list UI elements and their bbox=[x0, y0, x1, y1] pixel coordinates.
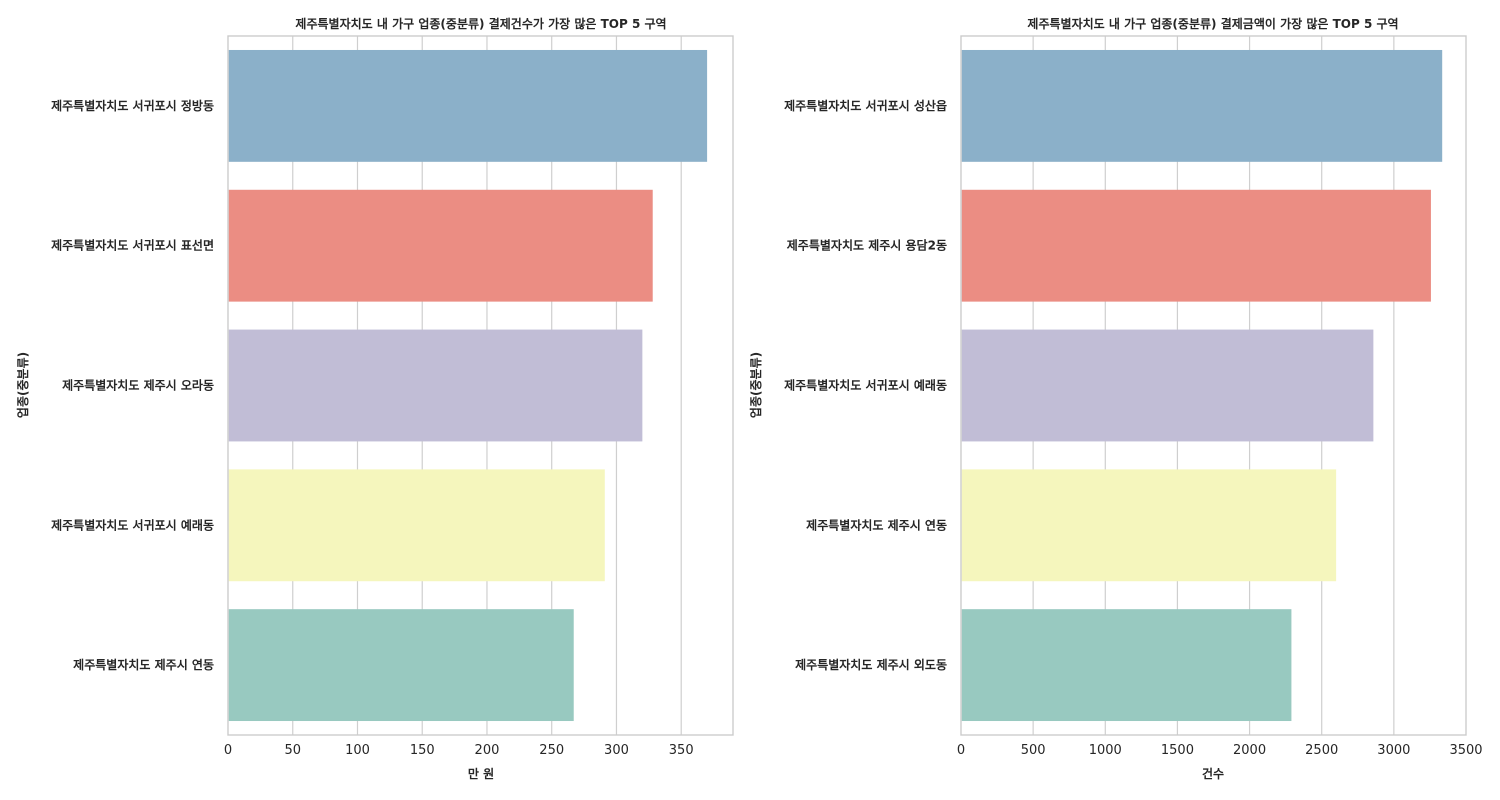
right-bar bbox=[961, 329, 1374, 442]
right-x-tick-label: 1000 bbox=[1089, 743, 1122, 758]
left-category-label: 제주특별자치도 서귀포시 표선면 bbox=[51, 238, 214, 253]
chart-left-title: 제주특별자치도 내 가구 업종(중분류) 결제건수가 가장 많은 TOP 5 구… bbox=[295, 16, 666, 31]
left-x-tick-label: 200 bbox=[475, 743, 500, 758]
right-category-label: 제주특별자치도 서귀포시 예래동 bbox=[784, 378, 947, 393]
right-category-label: 제주특별자치도 제주시 외도동 bbox=[795, 657, 947, 672]
left-category-label: 제주특별자치도 제주시 오라동 bbox=[62, 378, 214, 393]
right-category-label: 제주특별자치도 서귀포시 성산읍 bbox=[784, 98, 947, 113]
right-x-tick-label: 2000 bbox=[1233, 743, 1266, 758]
left-bar bbox=[228, 609, 574, 722]
left-x-tick-label: 100 bbox=[345, 743, 370, 758]
right-x-tick-label: 0 bbox=[957, 743, 965, 758]
right-category-label: 제주특별자치도 제주시 용담2동 bbox=[787, 238, 947, 253]
left-bar bbox=[228, 189, 653, 302]
chart-right: 제주특별자치도 내 가구 업종(중분류) 결제금액이 가장 많은 TOP 5 구… bbox=[749, 16, 1483, 781]
right-x-tick-label: 1500 bbox=[1161, 743, 1194, 758]
chart-right-frame bbox=[960, 35, 1467, 736]
left-x-tick-label: 350 bbox=[669, 743, 694, 758]
right-category-label: 제주특별자치도 제주시 연동 bbox=[806, 517, 947, 532]
right-x-tick-label: 2500 bbox=[1305, 743, 1338, 758]
right-x-tick-label: 500 bbox=[1021, 743, 1046, 758]
left-x-tick-label: 300 bbox=[604, 743, 629, 758]
right-bar bbox=[961, 609, 1292, 722]
left-category-label: 제주특별자치도 서귀포시 예래동 bbox=[51, 517, 214, 532]
chart-left-xlabel: 만 원 bbox=[468, 766, 494, 781]
right-bar bbox=[961, 189, 1431, 302]
left-x-tick-label: 0 bbox=[224, 743, 232, 758]
chart-right-title: 제주특별자치도 내 가구 업종(중분류) 결제금액이 가장 많은 TOP 5 구… bbox=[1027, 16, 1398, 31]
left-category-label: 제주특별자치도 제주시 연동 bbox=[73, 657, 214, 672]
chart-left: 제주특별자치도 내 가구 업종(중분류) 결제건수가 가장 많은 TOP 5 구… bbox=[16, 16, 734, 781]
left-x-tick-label: 50 bbox=[284, 743, 301, 758]
chart-left-ylabel: 업종(중분류) bbox=[16, 352, 30, 418]
right-bar bbox=[961, 49, 1443, 162]
right-x-tick-label: 3500 bbox=[1449, 743, 1482, 758]
left-bar bbox=[228, 469, 605, 582]
left-x-tick-label: 150 bbox=[410, 743, 435, 758]
chart-left-frame bbox=[227, 35, 734, 736]
left-x-tick-label: 250 bbox=[539, 743, 564, 758]
right-bar bbox=[961, 469, 1337, 582]
left-bar bbox=[228, 49, 708, 162]
right-x-tick-label: 3000 bbox=[1377, 743, 1410, 758]
chart-right-xlabel: 건수 bbox=[1202, 766, 1224, 781]
left-bar bbox=[228, 329, 643, 442]
left-category-label: 제주특별자치도 서귀포시 정방동 bbox=[51, 98, 214, 113]
chart-right-ylabel: 업종(중분류) bbox=[749, 352, 763, 418]
